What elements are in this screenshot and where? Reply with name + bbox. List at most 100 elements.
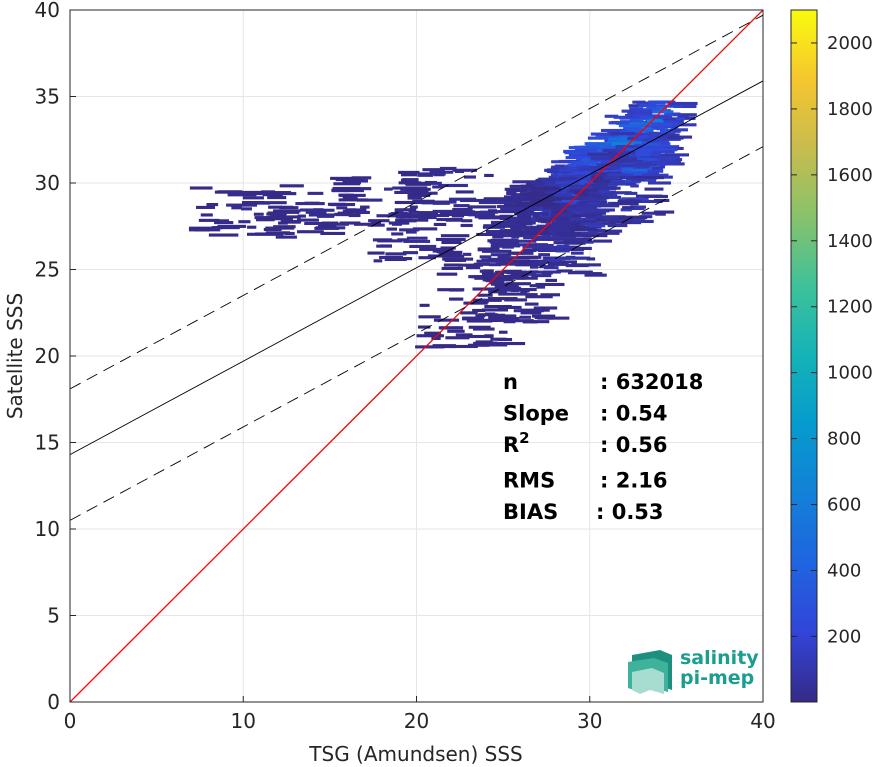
- density-cell: [635, 115, 652, 120]
- density-cell: [376, 244, 392, 248]
- density-cell: [384, 257, 407, 262]
- density-cell: [548, 175, 563, 179]
- density-cell: [591, 171, 622, 176]
- density-cell: [511, 319, 534, 323]
- density-cell: [420, 213, 450, 217]
- density-cell: [462, 316, 485, 320]
- density-cell: [439, 166, 457, 171]
- density-cell: [329, 202, 346, 207]
- stat-value: : 2.16: [600, 469, 668, 493]
- density-cell: [435, 237, 466, 242]
- density-cell: [668, 135, 693, 139]
- density-cell: [628, 104, 638, 108]
- density-cell: [481, 308, 509, 312]
- colorbar-tick-label: 1000: [827, 363, 873, 384]
- density-cell: [633, 199, 663, 204]
- density-cell: [492, 287, 522, 291]
- density-cell: [440, 246, 456, 250]
- density-cell: [591, 175, 604, 179]
- density-cell: [455, 333, 473, 337]
- density-cell: [590, 150, 619, 154]
- density-cell: [608, 182, 634, 186]
- density-cell: [534, 215, 546, 219]
- density-cell: [477, 248, 494, 252]
- density-cell: [485, 230, 501, 234]
- density-cell: [465, 266, 481, 270]
- density-cell: [526, 293, 538, 297]
- density-cell: [610, 165, 634, 169]
- density-cell: [569, 210, 586, 214]
- density-cell: [597, 183, 608, 187]
- density-cell: [563, 149, 585, 153]
- density-cell: [538, 253, 550, 257]
- density-cell: [509, 184, 521, 188]
- stat-label: Slope: [503, 402, 569, 426]
- density-cell: [442, 257, 474, 261]
- density-cell: [549, 260, 577, 264]
- density-cell: [432, 344, 456, 349]
- density-cell: [538, 199, 553, 203]
- density-cell: [478, 200, 503, 205]
- density-cell: [622, 168, 652, 172]
- density-cell: [437, 183, 468, 188]
- density-cell: [590, 198, 603, 202]
- density-cell: [433, 318, 460, 322]
- density-cell: [580, 196, 609, 200]
- density-cell: [554, 207, 566, 212]
- density-cell: [441, 266, 464, 271]
- density-cell: [441, 240, 462, 245]
- density-cell: [523, 207, 542, 211]
- colorbar: 200 400 600 800 1000 1200 1400 1600 1800 2000: [790, 9, 873, 703]
- density-cell: [307, 191, 324, 195]
- density-cell: [678, 116, 696, 120]
- density-cell: [633, 163, 653, 167]
- density-cell: [400, 173, 418, 177]
- density-cell: [391, 232, 404, 236]
- density-cell: [549, 183, 571, 188]
- density-cell: [575, 221, 585, 226]
- density-cell: [439, 212, 469, 216]
- density-cell: [479, 255, 492, 259]
- density-cell: [418, 315, 441, 319]
- density-cell: [528, 194, 537, 198]
- density-cell: [492, 235, 504, 239]
- density-cell: [535, 217, 549, 221]
- density-cell: [565, 236, 576, 240]
- density-cell: [558, 233, 586, 237]
- density-cell: [653, 210, 675, 214]
- density-cell: [514, 212, 544, 216]
- density-cell: [433, 222, 447, 227]
- colorbar-tick-label: 1800: [827, 99, 873, 120]
- one-to-one-line: [70, 10, 763, 702]
- density-cell: [595, 229, 623, 233]
- y-axis-label: Satellite SSS: [3, 293, 27, 419]
- density-cell: [449, 297, 464, 301]
- density-cell: [273, 191, 292, 195]
- density-cell: [418, 256, 436, 260]
- density-cell: [627, 111, 653, 115]
- density-cell: [494, 284, 519, 288]
- density-cell: [516, 220, 532, 225]
- density-cell: [421, 201, 434, 205]
- density-cell: [596, 195, 622, 199]
- density-cell: [432, 332, 441, 336]
- density-cell: [561, 194, 585, 198]
- density-cell: [567, 271, 593, 275]
- density-cell: [394, 208, 417, 212]
- density-cell: [608, 220, 632, 224]
- density-cell: [540, 293, 561, 297]
- density-cell: [504, 229, 519, 233]
- density-cell: [594, 157, 621, 161]
- density-cell: [638, 103, 656, 107]
- density-cell: [272, 193, 283, 197]
- density-cell: [420, 191, 438, 195]
- density-cell: [569, 217, 596, 221]
- density-cell: [386, 227, 398, 231]
- density-cell: [412, 227, 438, 231]
- density-cell: [188, 226, 217, 230]
- density-cell: [407, 193, 431, 197]
- density-cell: [436, 272, 458, 276]
- density-cell: [419, 247, 445, 251]
- density-cell: [481, 270, 494, 274]
- density-cell: [463, 301, 488, 305]
